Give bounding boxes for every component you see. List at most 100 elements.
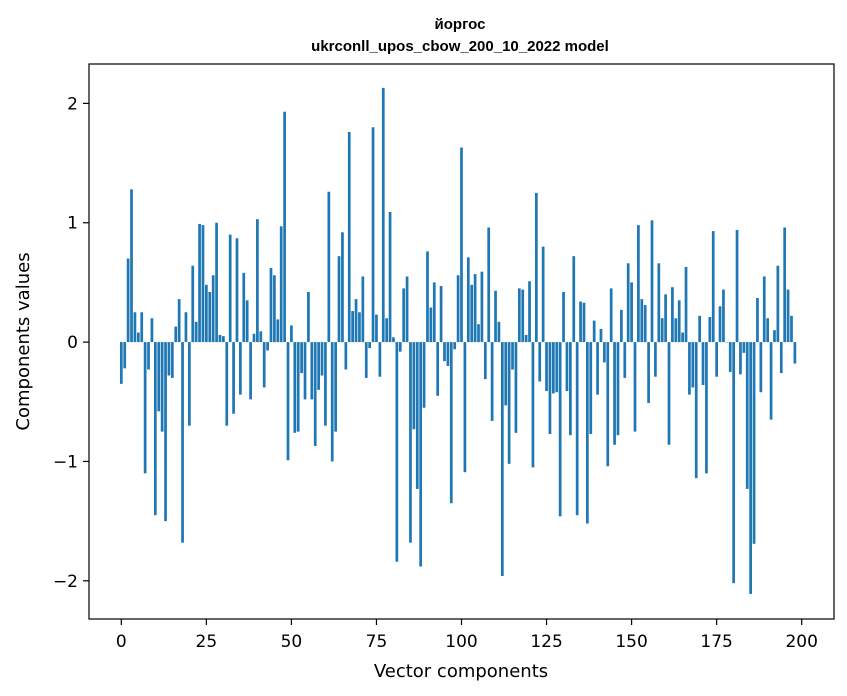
bar-171 (701, 342, 705, 386)
bar-152 (637, 225, 640, 343)
bar-67 (347, 132, 351, 343)
bar-32 (228, 234, 232, 343)
bar-61 (327, 191, 331, 343)
bar-27 (211, 275, 215, 343)
bar-167 (688, 342, 691, 395)
y-tick-label-2: 0 (67, 333, 78, 353)
bar-75 (375, 314, 378, 343)
bar-196 (786, 289, 790, 343)
bar-42 (262, 342, 266, 388)
bar-58 (317, 342, 320, 390)
bar-84 (405, 276, 409, 343)
y-axis-ticks: −2 −1 0 1 2 (53, 94, 89, 592)
bar-57 (313, 342, 317, 446)
bar-39 (252, 333, 256, 343)
bar-93 (436, 342, 440, 396)
bar-147 (620, 309, 623, 343)
bar-102 (466, 257, 470, 343)
bar-110 (494, 290, 497, 343)
bar-59 (320, 342, 324, 376)
bar-49 (286, 342, 290, 461)
bar-14 (167, 342, 171, 376)
bar-145 (613, 342, 616, 445)
plot-frame (88, 63, 835, 620)
bar-150 (630, 282, 633, 343)
bar-146 (616, 342, 620, 436)
y-tick-label-3: 1 (67, 214, 78, 234)
bar-118 (521, 289, 525, 343)
bar-187 (756, 297, 759, 343)
bar-55 (307, 291, 310, 343)
bar-90 (426, 251, 429, 343)
bar-186 (752, 342, 756, 544)
bar-44 (269, 268, 273, 343)
bar-160 (664, 294, 667, 343)
bar-37 (245, 300, 249, 343)
bar-0 (119, 342, 123, 384)
bar-77 (381, 87, 385, 343)
bar-101 (463, 342, 467, 473)
bar-4 (133, 312, 137, 343)
bar-119 (524, 334, 528, 343)
bar-91 (429, 307, 433, 343)
bar-81 (395, 342, 399, 562)
bar-53 (300, 342, 303, 374)
bar-115 (511, 342, 514, 370)
bar-50 (290, 325, 293, 343)
bar-60 (324, 342, 327, 426)
bar-181 (735, 229, 739, 343)
bar-162 (671, 287, 674, 343)
bar-73 (368, 342, 372, 349)
bar-134 (575, 342, 579, 516)
bar-95 (443, 342, 446, 362)
bar-15 (170, 342, 174, 378)
x-tick-label-100: 100 (445, 632, 477, 652)
bar-6 (140, 312, 144, 343)
bar-132 (569, 342, 572, 436)
bar-158 (657, 263, 661, 343)
bar-144 (609, 288, 613, 343)
bar-197 (790, 315, 793, 343)
bar-89 (422, 342, 426, 408)
x-tick-label-0: 0 (116, 632, 127, 652)
bar-172 (705, 342, 708, 474)
bar-135 (579, 301, 582, 343)
y-axis-label: Components values (13, 252, 34, 430)
bar-142 (603, 342, 606, 363)
bar-38 (249, 342, 252, 400)
bar-156 (650, 220, 654, 343)
bar-149 (626, 263, 630, 343)
bar-56 (310, 342, 314, 400)
bar-116 (514, 342, 518, 433)
bar-166 (684, 266, 688, 343)
bar-159 (660, 318, 664, 343)
x-tick-label-50: 50 (281, 632, 303, 652)
bar-130 (562, 291, 565, 343)
bar-163 (674, 318, 678, 343)
bar-40 (256, 219, 259, 343)
bar-129 (558, 342, 562, 517)
bar-141 (599, 328, 603, 343)
bar-104 (473, 274, 477, 343)
bar-63 (334, 342, 337, 432)
bar-8 (147, 342, 150, 370)
bar-140 (596, 342, 599, 395)
bar-155 (647, 342, 650, 403)
x-axis-label: Vector components (374, 661, 548, 682)
bar-45 (273, 275, 276, 343)
bar-165 (681, 332, 684, 343)
bar-3 (130, 189, 133, 343)
bar-series (119, 87, 797, 594)
bar-62 (330, 342, 334, 462)
bar-176 (718, 306, 722, 343)
bar-74 (371, 127, 375, 343)
bar-121 (531, 342, 535, 468)
bar-83 (402, 288, 406, 343)
bar-177 (722, 289, 725, 343)
bar-43 (266, 342, 269, 351)
bar-92 (432, 282, 436, 343)
bar-153 (640, 299, 644, 343)
bar-47 (279, 226, 283, 343)
bar-86 (412, 342, 416, 430)
bar-54 (303, 342, 307, 400)
